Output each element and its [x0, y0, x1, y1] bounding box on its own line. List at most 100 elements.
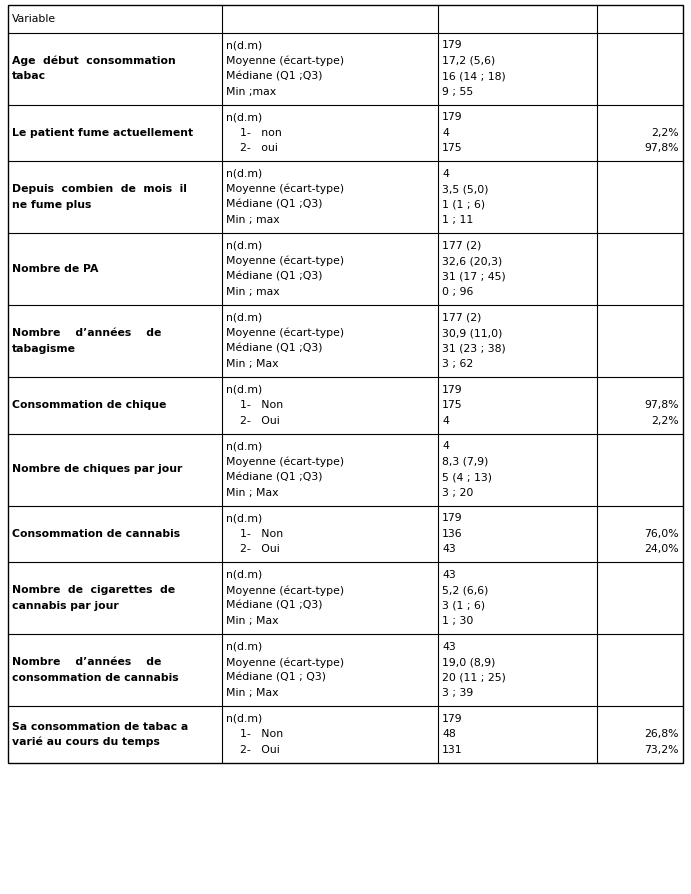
Text: cannabis par jour: cannabis par jour — [12, 601, 119, 611]
Text: Sa consommation de tabac a: Sa consommation de tabac a — [12, 721, 188, 731]
Text: 175: 175 — [442, 401, 463, 410]
Text: Moyenne (écart-type): Moyenne (écart-type) — [226, 256, 344, 266]
Text: Le patient fume actuellement: Le patient fume actuellement — [12, 128, 193, 138]
Text: 31 (17 ; 45): 31 (17 ; 45) — [442, 272, 506, 282]
Text: 179: 179 — [442, 713, 463, 724]
Text: Age  début  consommation: Age début consommation — [12, 55, 176, 66]
Text: Moyenne (écart-type): Moyenne (écart-type) — [226, 657, 344, 668]
Text: n(d.m): n(d.m) — [226, 113, 263, 122]
Text: Min ; Max: Min ; Max — [226, 359, 278, 369]
Text: 32,6 (20,3): 32,6 (20,3) — [442, 257, 502, 266]
Text: 4: 4 — [442, 128, 449, 138]
Text: 3 ; 39: 3 ; 39 — [442, 688, 473, 698]
Text: 175: 175 — [442, 143, 463, 153]
Text: 1-   non: 1- non — [226, 128, 282, 138]
Text: 76,0%: 76,0% — [645, 528, 679, 539]
Text: Variable: Variable — [12, 13, 56, 24]
Text: Consommation de cannabis: Consommation de cannabis — [12, 528, 180, 539]
Text: 179: 179 — [442, 113, 463, 122]
Text: 20 (11 ; 25): 20 (11 ; 25) — [442, 673, 506, 683]
Text: tabagisme: tabagisme — [12, 344, 76, 354]
Text: 2-   Oui: 2- Oui — [226, 416, 280, 426]
Text: 5 (4 ; 13): 5 (4 ; 13) — [442, 472, 492, 482]
Text: Min ;max: Min ;max — [226, 87, 276, 97]
Text: 2,2%: 2,2% — [652, 128, 679, 138]
Text: 26,8%: 26,8% — [645, 730, 679, 739]
Text: Médiane (Q1 ;Q3): Médiane (Q1 ;Q3) — [226, 199, 323, 210]
Text: 16 (14 ; 18): 16 (14 ; 18) — [442, 72, 506, 81]
Text: 2,2%: 2,2% — [652, 416, 679, 426]
Text: varié au cours du temps: varié au cours du temps — [12, 737, 160, 747]
Text: Depuis  combien  de  mois  il: Depuis combien de mois il — [12, 184, 187, 194]
Text: Consommation de chique: Consommation de chique — [12, 401, 167, 410]
Text: Médiane (Q1 ;Q3): Médiane (Q1 ;Q3) — [226, 344, 323, 354]
Text: Min ; Max: Min ; Max — [226, 616, 278, 627]
Text: 2-   Oui: 2- Oui — [226, 544, 280, 554]
Text: 1-   Non: 1- Non — [226, 401, 283, 410]
Text: Nombre  de  cigarettes  de: Nombre de cigarettes de — [12, 586, 175, 595]
Text: n(d.m): n(d.m) — [226, 313, 263, 323]
Text: 4: 4 — [442, 442, 449, 451]
Text: 4: 4 — [442, 416, 449, 426]
Text: 4: 4 — [442, 169, 449, 179]
Text: Min ; Max: Min ; Max — [226, 688, 278, 698]
Text: n(d.m): n(d.m) — [226, 169, 263, 179]
Text: 31 (23 ; 38): 31 (23 ; 38) — [442, 344, 506, 354]
Text: Médiane (Q1 ;Q3): Médiane (Q1 ;Q3) — [226, 272, 323, 282]
Text: n(d.m): n(d.m) — [226, 569, 263, 579]
Text: Min ; max: Min ; max — [226, 287, 280, 297]
Text: n(d.m): n(d.m) — [226, 513, 263, 523]
Text: 179: 179 — [442, 384, 463, 395]
Text: Moyenne (écart-type): Moyenne (écart-type) — [226, 457, 344, 467]
Text: 1 ; 30: 1 ; 30 — [442, 616, 473, 627]
Text: 73,2%: 73,2% — [645, 745, 679, 755]
Text: Nombre de PA: Nombre de PA — [12, 264, 98, 274]
Text: 43: 43 — [442, 642, 456, 652]
Bar — [8, 5, 683, 763]
Text: consommation de cannabis: consommation de cannabis — [12, 673, 179, 683]
Text: tabac: tabac — [12, 72, 46, 81]
Text: 2-   Oui: 2- Oui — [226, 745, 280, 755]
Text: 1-   Non: 1- Non — [226, 528, 283, 539]
Text: Moyenne (écart-type): Moyenne (écart-type) — [226, 328, 344, 339]
Text: 131: 131 — [442, 745, 463, 755]
Text: 179: 179 — [442, 40, 463, 50]
Text: 43: 43 — [442, 544, 456, 554]
Text: 24,0%: 24,0% — [645, 544, 679, 554]
Text: 1 (1 ; 6): 1 (1 ; 6) — [442, 199, 485, 210]
Text: n(d.m): n(d.m) — [226, 642, 263, 652]
Text: 0 ; 96: 0 ; 96 — [442, 287, 473, 297]
Text: 136: 136 — [442, 528, 463, 539]
Text: 97,8%: 97,8% — [645, 143, 679, 153]
Text: 177 (2): 177 (2) — [442, 240, 482, 250]
Text: Nombre    d’années    de: Nombre d’années de — [12, 328, 162, 338]
Text: 1-   Non: 1- Non — [226, 730, 283, 739]
Text: n(d.m): n(d.m) — [226, 713, 263, 724]
Text: Moyenne (écart-type): Moyenne (écart-type) — [226, 585, 344, 595]
Text: Moyenne (écart-type): Moyenne (écart-type) — [226, 184, 344, 195]
Text: Médiane (Q1 ;Q3): Médiane (Q1 ;Q3) — [226, 601, 323, 611]
Text: Nombre de chiques par jour: Nombre de chiques par jour — [12, 465, 182, 475]
Text: 5,2 (6,6): 5,2 (6,6) — [442, 586, 489, 595]
Text: Min ; Max: Min ; Max — [226, 488, 278, 498]
Text: 3 ; 20: 3 ; 20 — [442, 488, 473, 498]
Text: 48: 48 — [442, 730, 456, 739]
Text: Moyenne (écart-type): Moyenne (écart-type) — [226, 55, 344, 66]
Text: 177 (2): 177 (2) — [442, 313, 482, 323]
Text: 1 ; 11: 1 ; 11 — [442, 215, 473, 225]
Text: n(d.m): n(d.m) — [226, 40, 263, 50]
Text: 9 ; 55: 9 ; 55 — [442, 87, 473, 97]
Text: 97,8%: 97,8% — [645, 401, 679, 410]
Text: 3 (1 ; 6): 3 (1 ; 6) — [442, 601, 485, 611]
Text: 8,3 (7,9): 8,3 (7,9) — [442, 457, 489, 467]
Text: Médiane (Q1 ; Q3): Médiane (Q1 ; Q3) — [226, 673, 326, 683]
Text: 3,5 (5,0): 3,5 (5,0) — [442, 184, 489, 194]
Text: Médiane (Q1 ;Q3): Médiane (Q1 ;Q3) — [226, 72, 323, 81]
Text: 30,9 (11,0): 30,9 (11,0) — [442, 328, 502, 338]
Text: 43: 43 — [442, 569, 456, 579]
Text: 19,0 (8,9): 19,0 (8,9) — [442, 657, 495, 667]
Text: 3 ; 62: 3 ; 62 — [442, 359, 473, 369]
Text: n(d.m): n(d.m) — [226, 240, 263, 250]
Text: 2-   oui: 2- oui — [226, 143, 278, 153]
Text: n(d.m): n(d.m) — [226, 442, 263, 451]
